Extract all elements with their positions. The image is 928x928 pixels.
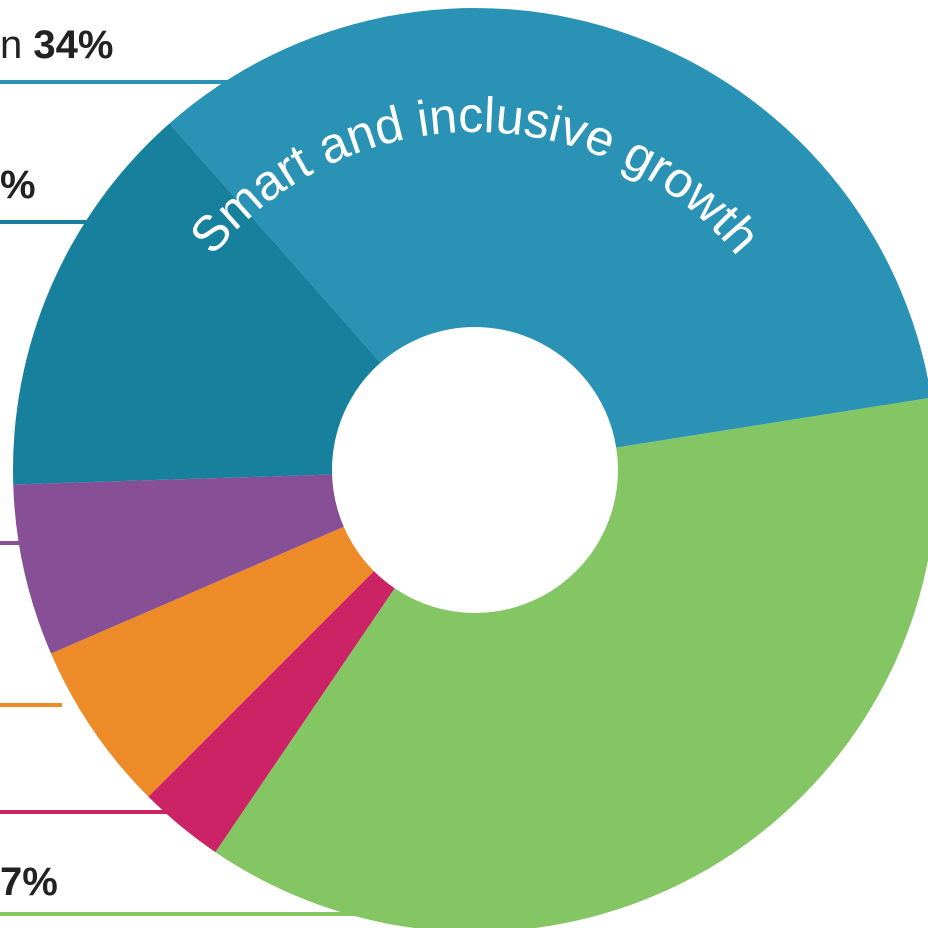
slice	[148, 571, 395, 853]
slice	[215, 398, 928, 928]
annotation: n 34%	[0, 23, 113, 67]
slices	[12, 8, 928, 928]
annotation: 7%	[0, 860, 58, 904]
annotation-text: n	[0, 23, 22, 67]
annotation-text: 34%	[33, 23, 113, 67]
slice	[169, 8, 928, 448]
leaders	[0, 80, 360, 916]
slice	[12, 123, 381, 485]
slice	[50, 526, 374, 797]
annotation: %	[0, 163, 36, 207]
slice	[13, 474, 344, 654]
